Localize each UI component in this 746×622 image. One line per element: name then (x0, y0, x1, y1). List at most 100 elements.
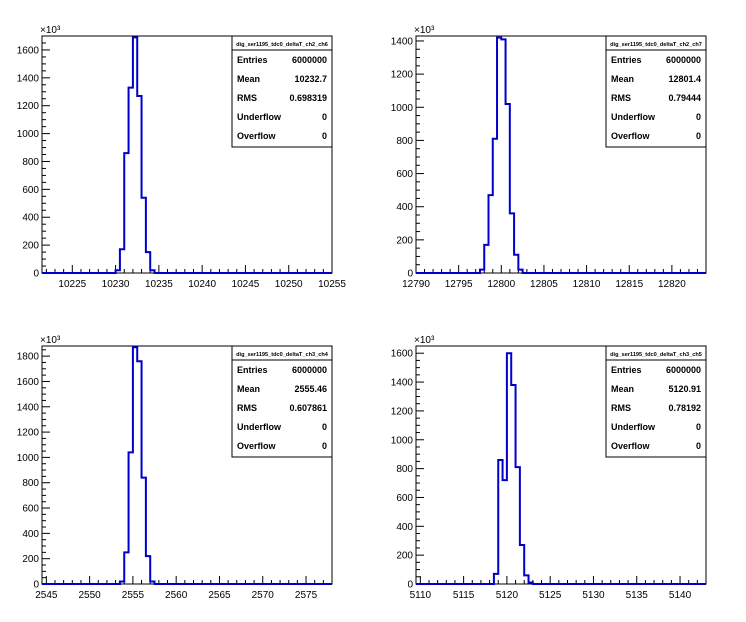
histogram-bin (518, 270, 522, 273)
y-tick-label: 1200 (17, 428, 40, 439)
histogram-line (42, 346, 332, 585)
stats-value-mean: 2555.46 (294, 384, 327, 394)
y-exponent-label: ×10³ (40, 25, 61, 36)
x-tick-label: 2565 (208, 590, 231, 601)
y-tick-label: 1400 (391, 36, 414, 47)
histogram-title: dig_ser1195_tdc0_deltaT_ch2_ch6 (236, 42, 328, 48)
stats-label-mean: Mean (611, 74, 634, 84)
stats-value-rms: 0.78192 (668, 403, 701, 413)
y-tick-label: 600 (22, 185, 39, 196)
y-tick-label: 800 (396, 464, 413, 475)
stats-value-mean: 5120.91 (668, 384, 701, 394)
histogram-bin (480, 270, 484, 273)
histogram-title: dig_ser1195_tdc0_deltaT_ch3_ch4 (236, 352, 329, 358)
x-tick-label: 5140 (669, 590, 692, 601)
x-tick-label: 2555 (122, 590, 145, 601)
stats-label-rms: RMS (237, 403, 257, 413)
x-tick-label: 12815 (615, 279, 643, 290)
x-tick-label: 5130 (582, 590, 605, 601)
histogram-panel: 0 200 400 600 800 1000 1200 1400 12790 12795 12800… (391, 25, 707, 290)
histogram-bin (506, 104, 510, 273)
histogram-bin (120, 581, 124, 584)
stats-value-underflow: 0 (322, 422, 327, 432)
histogram-bin (124, 153, 128, 273)
x-tick-label: 10235 (145, 279, 173, 290)
histogram-bin (133, 37, 137, 273)
stats-value-mean: 12801.4 (668, 74, 701, 84)
histogram-title: dig_ser1195_tdc0_deltaT_ch3_ch5 (610, 352, 702, 358)
y-tick-label: 1600 (17, 377, 40, 388)
y-tick-label: 0 (407, 580, 413, 591)
stats-value-underflow: 0 (696, 112, 701, 122)
y-tick-label: 400 (22, 529, 39, 540)
stats-label-entries: Entries (611, 55, 642, 65)
x-tick-label: 12795 (445, 279, 473, 290)
stats-value-underflow: 0 (322, 112, 327, 122)
histogram-bin (507, 353, 511, 584)
x-tick-label: 12800 (487, 279, 515, 290)
stats-box (231, 35, 333, 148)
histogram-bin (503, 480, 507, 584)
histogram-title: dig_ser1195_tdc0_deltaT_ch2_ch7 (610, 42, 702, 48)
histogram-bin (511, 385, 515, 584)
y-tick-label: 1400 (391, 378, 414, 389)
histogram-bin (494, 574, 498, 584)
histogram-bin (510, 213, 514, 273)
y-tick-label: 0 (33, 269, 39, 280)
y-tick-label: 1200 (17, 101, 40, 112)
y-tick-label: 1600 (17, 45, 40, 56)
histogram-bin (520, 545, 524, 584)
stats-value-entries: 6000000 (666, 365, 701, 375)
histogram-bin (116, 270, 120, 273)
histogram-bin (142, 198, 146, 273)
x-tick-label: 10245 (232, 279, 260, 290)
x-tick-label: 10225 (58, 279, 86, 290)
x-tick-label: 10255 (318, 279, 346, 290)
y-tick-label: 1600 (391, 349, 414, 360)
x-tick-label: 5120 (496, 590, 519, 601)
x-tick-label: 10240 (188, 279, 216, 290)
histogram-bin (146, 556, 150, 584)
stats-value-overflow: 0 (322, 441, 327, 451)
histogram-bin (529, 583, 533, 584)
stats-value-rms: 0.79444 (668, 93, 701, 103)
histogram-panel: 0 200 400 600 800 1000 1200 1400 1600 5110 5115 512… (391, 335, 707, 601)
histogram-bin (516, 467, 520, 584)
x-tick-label: 2550 (78, 590, 101, 601)
y-tick-label: 400 (396, 522, 413, 533)
stats-value-entries: 6000000 (292, 365, 327, 375)
y-tick-label: 0 (407, 269, 413, 280)
stats-label-overflow: Overflow (611, 131, 651, 141)
y-tick-label: 1000 (17, 129, 40, 140)
y-tick-label: 1400 (17, 73, 40, 84)
y-tick-label: 800 (22, 157, 39, 168)
y-exponent-label: ×10³ (414, 25, 435, 36)
histogram-bin (129, 452, 133, 584)
stats-box (605, 345, 707, 458)
stats-label-underflow: Underflow (237, 112, 282, 122)
stats-value-rms: 0.607861 (289, 403, 327, 413)
histogram-bin (137, 96, 141, 273)
y-tick-label: 1000 (391, 435, 414, 446)
histogram-line (416, 36, 706, 274)
stats-label-entries: Entries (237, 365, 268, 375)
x-tick-label: 5135 (626, 590, 649, 601)
stats-value-entries: 6000000 (666, 55, 701, 65)
x-tick-label: 5115 (453, 590, 475, 601)
stats-label-rms: RMS (611, 403, 631, 413)
x-tick-label: 2560 (165, 590, 188, 601)
stats-label-mean: Mean (237, 74, 260, 84)
stats-label-mean: Mean (611, 384, 634, 394)
y-tick-label: 200 (396, 551, 413, 562)
stats-label-entries: Entries (237, 55, 268, 65)
stats-label-underflow: Underflow (611, 422, 656, 432)
x-tick-label: 12790 (402, 279, 430, 290)
stats-label-rms: RMS (237, 93, 257, 103)
histogram-bin (120, 249, 124, 273)
histogram-bin (484, 245, 488, 273)
y-tick-label: 0 (33, 580, 39, 591)
y-tick-label: 200 (22, 241, 39, 252)
stats-box (231, 345, 333, 458)
x-tick-label: 12820 (658, 279, 686, 290)
